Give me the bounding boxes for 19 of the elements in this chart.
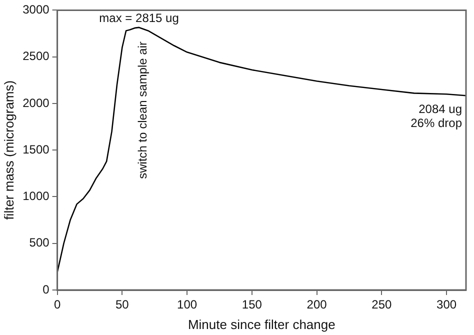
x-tick-label: 50 <box>115 298 130 312</box>
y-tick-label: 1000 <box>22 189 50 204</box>
y-tick-label: 1500 <box>22 142 50 156</box>
y-tick-label: 3000 <box>22 2 50 17</box>
y-tick-label: 2000 <box>22 96 50 110</box>
y-tick-label: 0 <box>42 282 50 296</box>
x-tick-label: 0 <box>54 298 61 312</box>
x-tick-label: 200 <box>306 298 328 312</box>
x-axis-title: Minute since filter change <box>188 316 336 332</box>
y-tick-label: 500 <box>29 236 50 250</box>
x-tick-label: 100 <box>177 298 198 312</box>
x-tick-label: 250 <box>372 298 392 312</box>
annotation: max = 2815 ug <box>99 10 179 25</box>
annotation: 2084 ug 26% drop <box>410 102 462 130</box>
y-tick-label: 2500 <box>22 49 50 64</box>
y-axis-title: filter mass (micrograms) <box>1 80 16 220</box>
annotation: switch to clean sample air <box>136 42 150 179</box>
x-tick-label: 150 <box>242 298 262 312</box>
x-tick-label: 300 <box>436 298 457 312</box>
